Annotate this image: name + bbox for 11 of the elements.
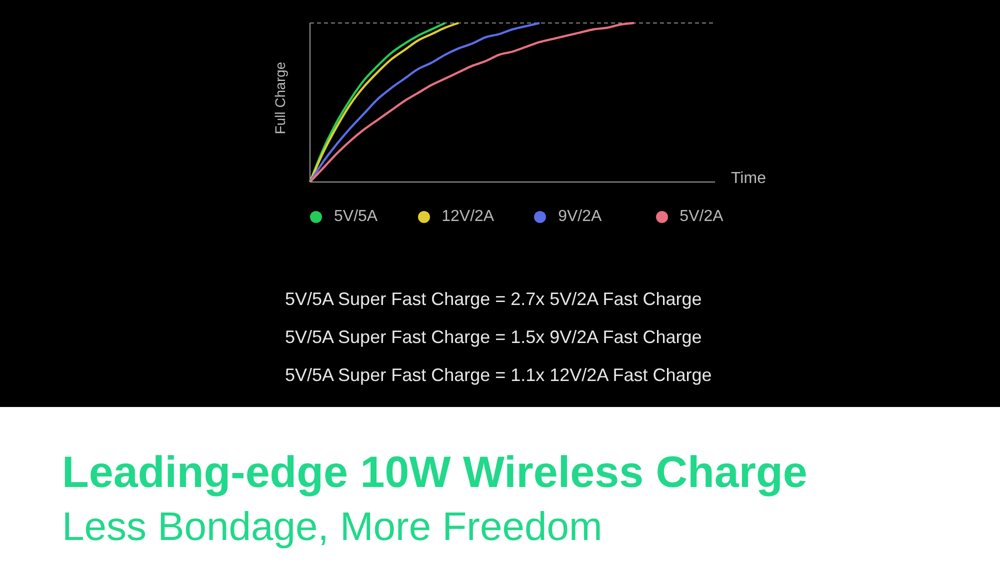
text: 5V/5A Super Fast Charge = 1.5x 9V/2A Fast Charge xyxy=(285,326,703,349)
legend-label: 5V/5A xyxy=(334,208,378,226)
text: 5V/5A Super Fast Charge = 1.1x 12V/2A Fast Charge xyxy=(285,364,712,387)
legend-label: 9V/2A xyxy=(558,208,602,226)
legend-label: 5V/2A xyxy=(680,208,724,226)
legend-label: 12V/2A xyxy=(442,208,494,226)
text: Less Bondage, More Freedom xyxy=(62,505,602,550)
text: Leading-edge 10W Wireless Charge xyxy=(62,448,808,498)
text: 5V/5A Super Fast Charge = 2.7x 5V/2A Fast Charge xyxy=(285,288,703,311)
y-axis-title: Full Charge xyxy=(272,60,288,136)
x-axis-title: Time xyxy=(731,170,766,188)
